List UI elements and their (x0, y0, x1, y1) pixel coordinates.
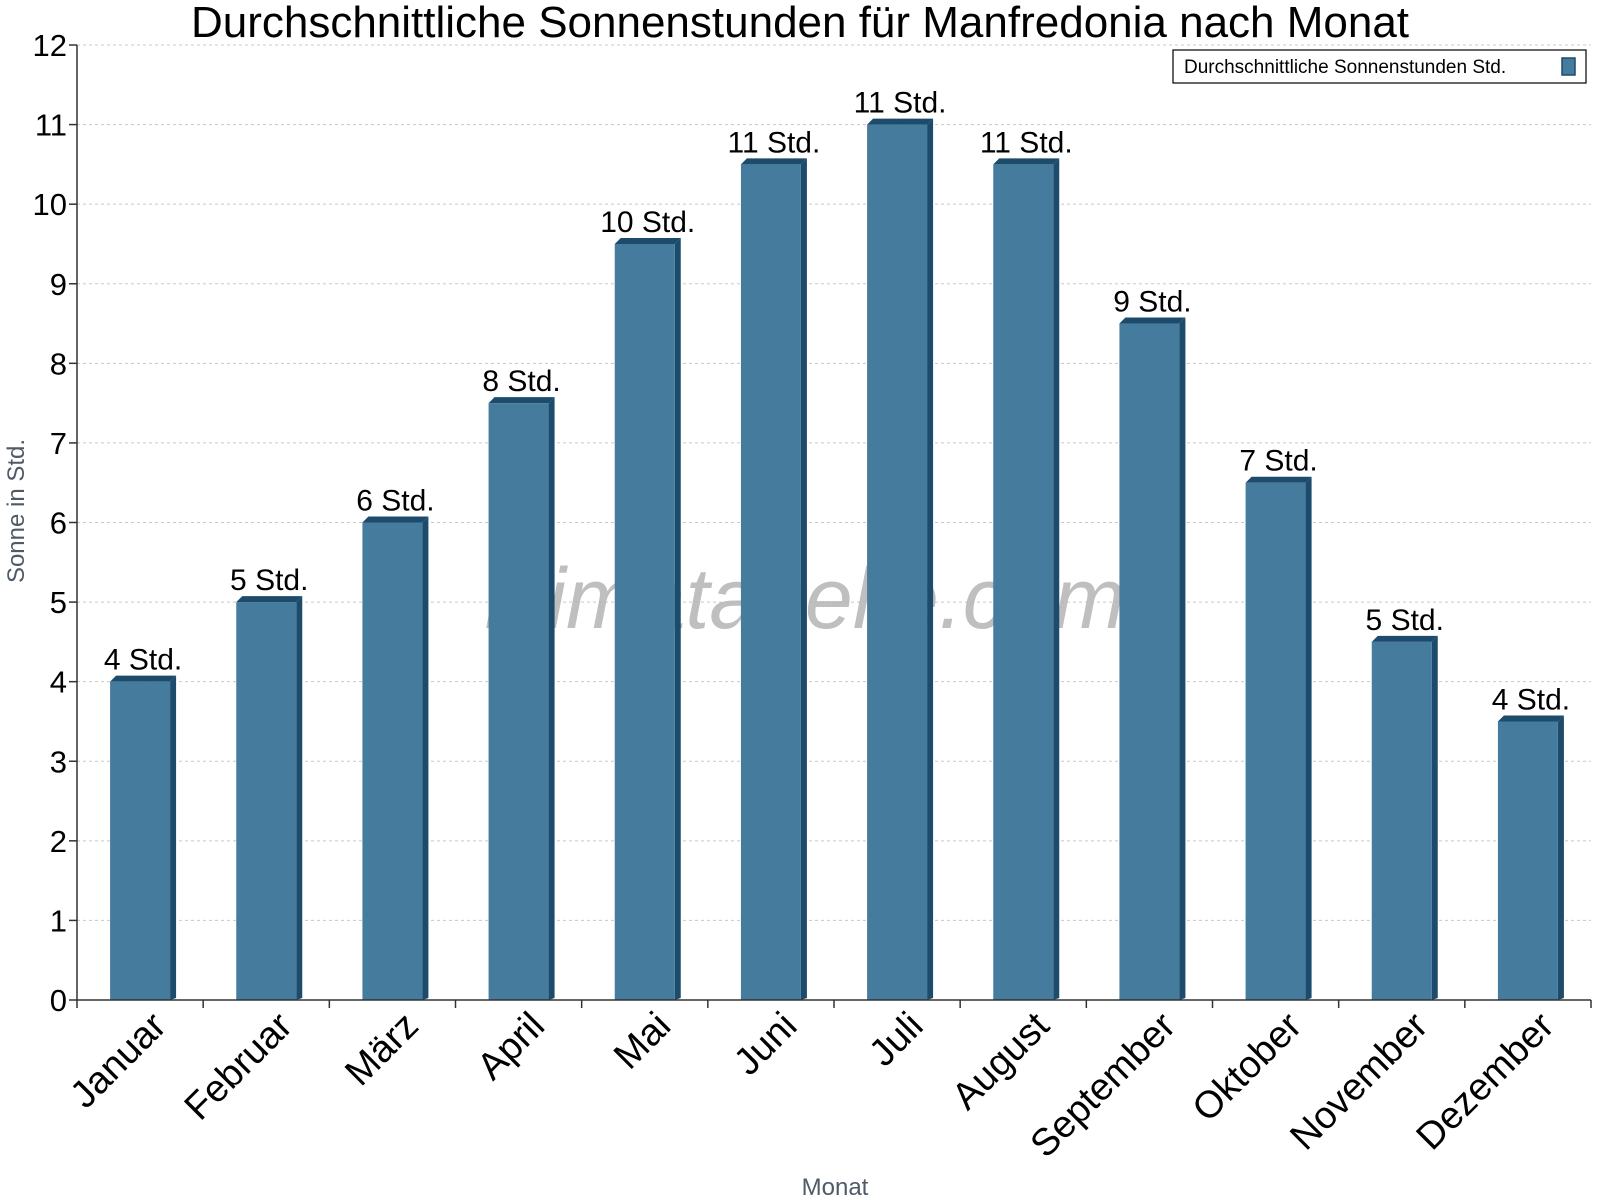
data-label: 11 Std. (980, 126, 1073, 159)
data-label: 7 Std. (1239, 445, 1317, 478)
x-tick-label: März (337, 1005, 426, 1094)
y-tick-label: 3 (50, 744, 67, 779)
bar-side (1557, 715, 1564, 1000)
bar-top (1497, 715, 1564, 722)
x-tick-label: Juli (861, 1005, 931, 1075)
bar (1245, 476, 1312, 1000)
x-tick-label: November (1282, 1004, 1436, 1158)
bar-front (740, 164, 801, 1000)
y-tick-label: 8 (50, 346, 67, 381)
legend-label: Durchschnittliche Sonnenstunden Std. (1184, 57, 1506, 78)
data-label: 4 Std. (1492, 683, 1570, 716)
data-label: 5 Std. (230, 564, 308, 597)
bar (488, 397, 555, 1000)
data-label: 5 Std. (1366, 604, 1444, 637)
bar-side (296, 596, 303, 1000)
chart-title: Durchschnittliche Sonnenstunden für Manf… (191, 0, 1409, 47)
bar-front (488, 403, 549, 1000)
bar-top (1245, 476, 1312, 483)
bar (236, 596, 303, 1000)
x-tick-label: April (469, 1005, 552, 1088)
bar-top (1371, 635, 1438, 642)
bar-front (867, 124, 928, 1001)
y-tick-label: 12 (33, 28, 67, 63)
bar-top (488, 397, 555, 404)
bar-side (1053, 158, 1060, 1000)
data-label: 10 Std. (600, 206, 695, 239)
y-tick-label: 11 (35, 108, 67, 143)
y-tick-label: 4 (50, 665, 67, 700)
y-tick-label: 6 (50, 506, 67, 541)
bar-top (236, 596, 303, 603)
bar-front (110, 681, 171, 1000)
grid-lines (77, 44, 1591, 921)
bar-top (993, 158, 1060, 165)
bar-front (362, 522, 423, 1000)
bar-side (548, 397, 555, 1000)
bar (740, 158, 807, 1000)
x-tick-label: Juni (726, 1005, 805, 1084)
bar-front (1245, 482, 1306, 1000)
y-tick-label: 10 (33, 187, 67, 222)
bar-side (170, 675, 177, 1000)
bar-front (614, 243, 675, 1001)
x-tick-label: Februar (177, 1004, 301, 1128)
bar-top (110, 675, 177, 682)
bar (362, 516, 429, 1000)
legend-swatch (1561, 57, 1576, 76)
y-tick-label: 9 (50, 267, 67, 302)
bar (1371, 635, 1438, 1000)
x-tick-label: Dezember (1409, 1004, 1563, 1158)
x-axis-label: Monat (802, 1174, 869, 1200)
data-label: 6 Std. (356, 485, 434, 518)
bar-side (1179, 317, 1186, 1001)
bar (614, 237, 681, 1001)
data-label: 9 Std. (1113, 286, 1191, 319)
bar-side (1305, 476, 1312, 1000)
y-tick-label: 2 (50, 824, 67, 859)
y-axis-label: Sonne in Std. (3, 439, 30, 583)
x-tick-label: Mai (606, 1005, 679, 1078)
bar-front (1119, 323, 1180, 1001)
data-labels: 4 Std. 5 Std. 6 Std. 8 Std. 10 Std. 11 Std. 11… (104, 87, 1570, 717)
y-tick-label: 1 (50, 903, 67, 938)
bar-side (422, 516, 429, 1000)
bar-front (1497, 721, 1558, 1000)
bar-top (867, 118, 934, 125)
bar (867, 118, 934, 1001)
bar-side (800, 158, 807, 1000)
legend-box (1172, 49, 1587, 84)
bar-side (927, 118, 934, 1001)
bar-top (614, 237, 681, 244)
x-tick-label: Januar (63, 1004, 175, 1116)
bar-side (674, 237, 681, 1001)
y-tick-label: 7 (50, 426, 67, 461)
bar-front (236, 602, 297, 1000)
bar-front (993, 164, 1054, 1000)
bar-top (740, 158, 807, 165)
y-tick-label: 5 (50, 585, 67, 620)
bar (1119, 317, 1186, 1001)
bar-top (362, 516, 429, 523)
x-tick-label: Oktober (1185, 1004, 1311, 1130)
data-label: 11 Std. (727, 126, 820, 159)
bar-top (1119, 317, 1186, 324)
bar-side (1431, 635, 1438, 1000)
data-label: 11 Std. (854, 87, 947, 120)
bar (993, 158, 1060, 1000)
x-tick-label: August (944, 1004, 1058, 1118)
legend: Durchschnittliche Sonnenstunden Std. (1172, 49, 1587, 84)
data-label: 4 Std. (104, 644, 182, 677)
data-label: 8 Std. (482, 365, 560, 398)
y-tick-label: 0 (50, 983, 67, 1018)
bar (110, 675, 177, 1000)
bar (1497, 715, 1564, 1000)
bar-front (1371, 641, 1432, 1000)
bars (110, 118, 1564, 1001)
